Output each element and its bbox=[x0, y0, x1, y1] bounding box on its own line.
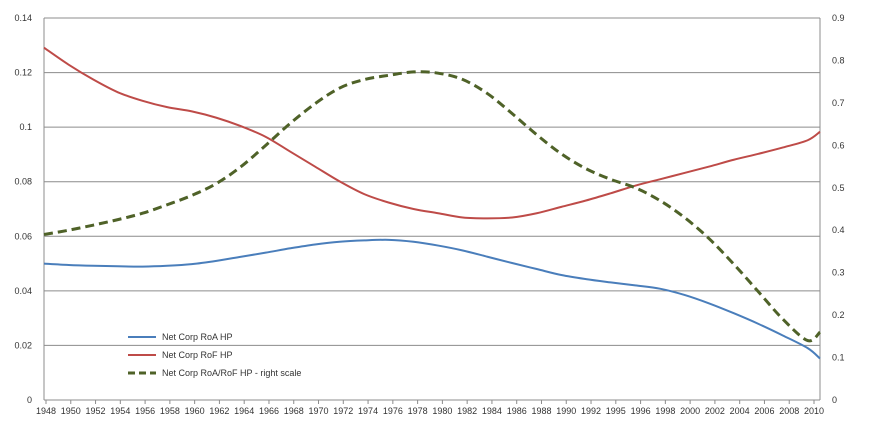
x-tick-label: 1964 bbox=[234, 406, 254, 416]
x-tick-label: 1978 bbox=[408, 406, 428, 416]
axes: 0 0.02 0.04 0.06 0.08 0.1 0.12 0.14 0 0.1 0.2 0.3 0.… bbox=[14, 13, 844, 416]
x-tick-label: 1972 bbox=[333, 406, 353, 416]
y-right-tick-label: 0.4 bbox=[832, 225, 845, 235]
x-tick-label: 2000 bbox=[680, 406, 700, 416]
x-tick-label: 1990 bbox=[556, 406, 576, 416]
x-tick-label: 1988 bbox=[531, 406, 551, 416]
series-line-2 bbox=[43, 46, 821, 220]
x-tick-label: 1962 bbox=[209, 406, 229, 416]
x-tick-label: 1952 bbox=[86, 406, 106, 416]
y-right-tick-label: 0.2 bbox=[832, 310, 845, 320]
legend-label-1: Net Corp RoA HP bbox=[162, 332, 233, 342]
y-right-tick-label: 0.8 bbox=[832, 55, 845, 65]
y-left-tick-label: 0.1 bbox=[19, 122, 32, 132]
series-line-3 bbox=[43, 70, 822, 343]
x-tick-label: 2004 bbox=[730, 406, 750, 416]
x-tick-label: 1980 bbox=[432, 406, 452, 416]
x-tick-label: 1976 bbox=[383, 406, 403, 416]
y-right-tick-label: 0.6 bbox=[832, 140, 845, 150]
y-left-tick-label: 0.08 bbox=[14, 177, 32, 187]
legend: Net Corp RoA HP Net Corp RoF HP Net Corp R… bbox=[128, 332, 301, 378]
x-tick-label: 1982 bbox=[457, 406, 477, 416]
x-tick-label: 1996 bbox=[631, 406, 651, 416]
x-tick-label: 1954 bbox=[110, 406, 130, 416]
x-tick-label: 1956 bbox=[135, 406, 155, 416]
x-tick-label: 1968 bbox=[284, 406, 304, 416]
y-left-tick-label: 0.12 bbox=[14, 68, 32, 78]
x-tick-label: 1950 bbox=[61, 406, 81, 416]
x-tick-label: 1948 bbox=[36, 406, 56, 416]
x-tick-label: 1960 bbox=[185, 406, 205, 416]
y-right-tick-label: 0.5 bbox=[832, 183, 845, 193]
x-tick-label: 1966 bbox=[259, 406, 279, 416]
x-tick-label: 1984 bbox=[482, 406, 502, 416]
y-left-tick-label: 0.14 bbox=[14, 13, 32, 23]
series-layer bbox=[43, 46, 822, 360]
x-tick-label: 1974 bbox=[358, 406, 378, 416]
legend-label-2: Net Corp RoF HP bbox=[162, 350, 233, 360]
y-right-tick-label: 0 bbox=[832, 395, 837, 405]
x-tick-label: 1998 bbox=[655, 406, 675, 416]
gridlines bbox=[44, 17, 820, 346]
legend-label-3: Net Corp RoA/RoF HP - right scale bbox=[162, 368, 301, 378]
y-right-tick-label: 0.1 bbox=[832, 353, 845, 363]
y-left-tick-label: 0.02 bbox=[14, 340, 32, 350]
x-tick-label: 2006 bbox=[754, 406, 774, 416]
x-tick-label: 1970 bbox=[309, 406, 329, 416]
x-tick-label: 1986 bbox=[507, 406, 527, 416]
x-tick-label: 2010 bbox=[804, 406, 824, 416]
x-tick-label: 1992 bbox=[581, 406, 601, 416]
y-right-tick-label: 0.9 bbox=[832, 13, 845, 23]
y-left-tick-label: 0.06 bbox=[14, 231, 32, 241]
y-left-tick-label: 0 bbox=[27, 395, 32, 405]
x-tick-label: 1995 bbox=[606, 406, 626, 416]
y-right-tick-label: 0.7 bbox=[832, 98, 845, 108]
y-left-tick-label: 0.04 bbox=[14, 286, 32, 296]
y-right-tick-label: 0.3 bbox=[832, 268, 845, 278]
series-line-1 bbox=[43, 238, 821, 360]
x-tick-label: 1958 bbox=[160, 406, 180, 416]
x-tick-label: 2002 bbox=[705, 406, 725, 416]
x-tick-label: 2008 bbox=[779, 406, 799, 416]
